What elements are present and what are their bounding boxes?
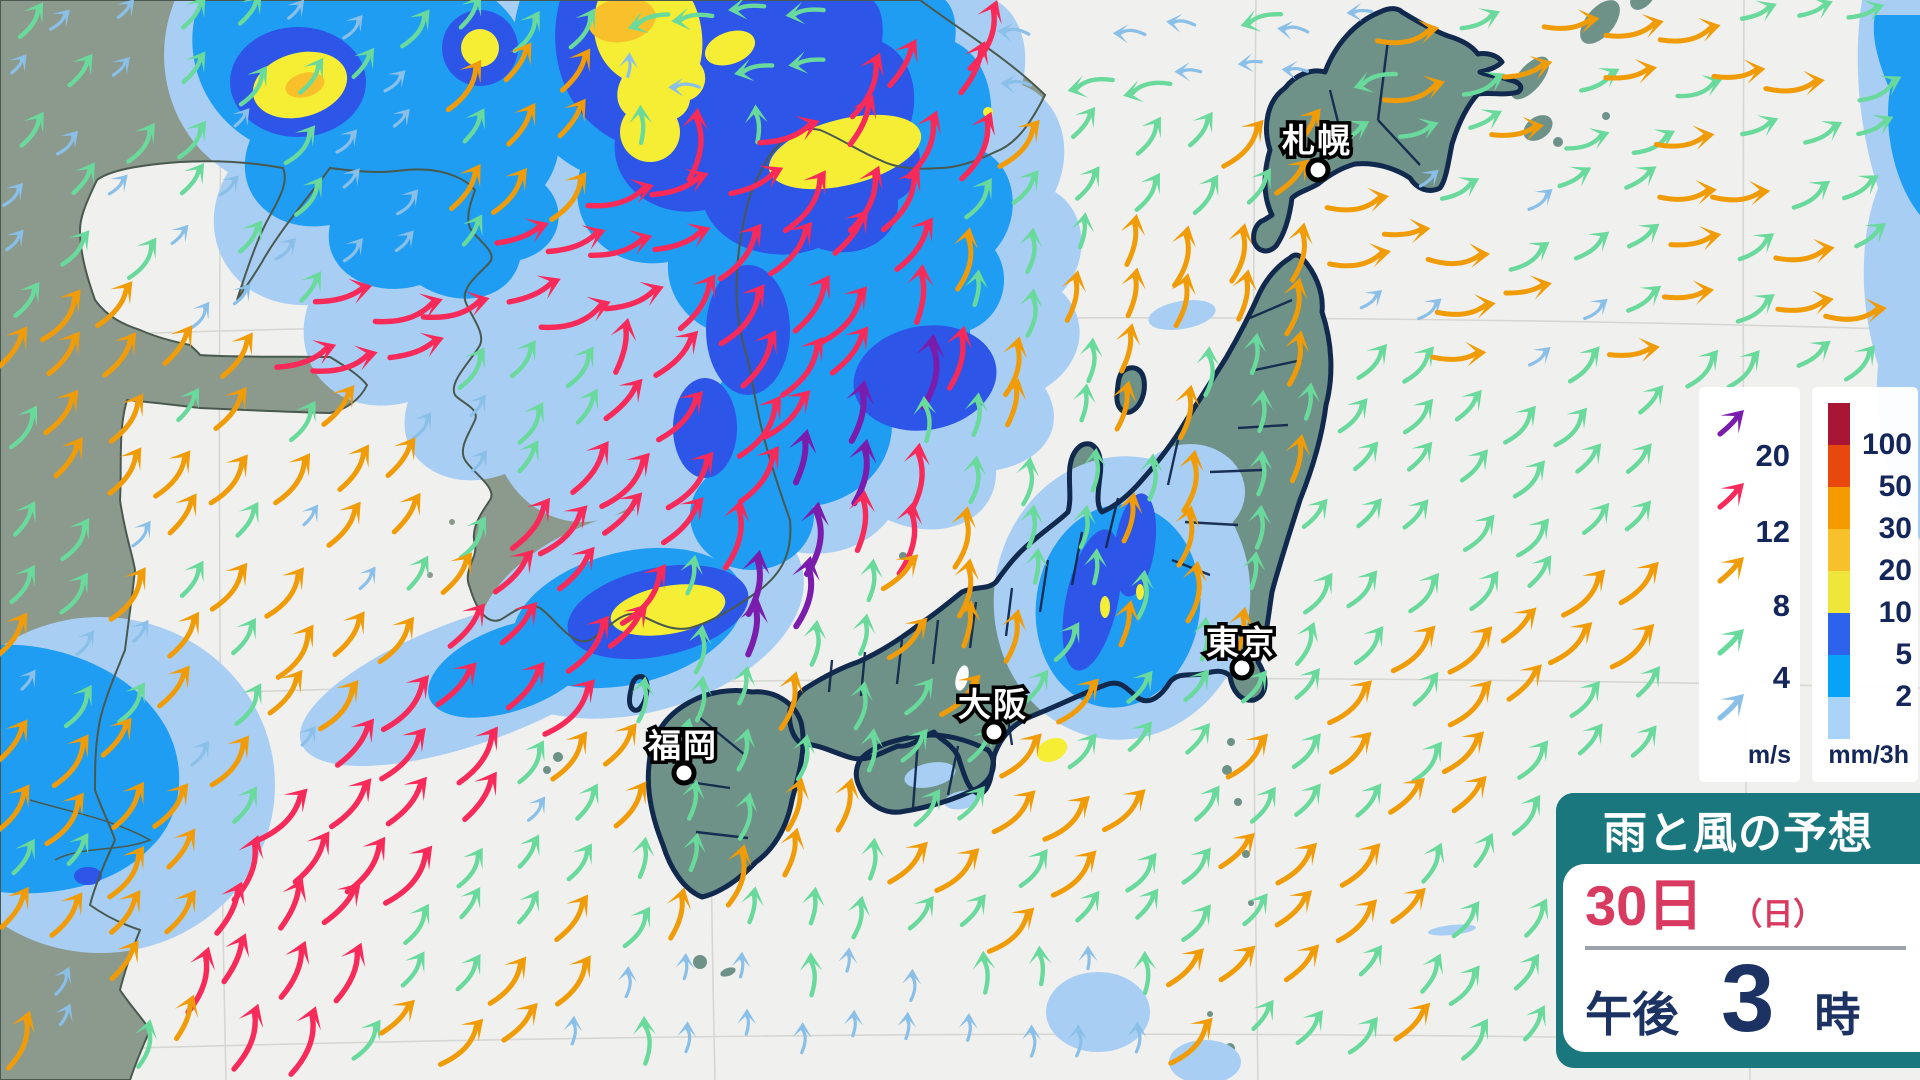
forecast-time-value: 3 [1721, 945, 1775, 1052]
divider [1585, 946, 1906, 950]
city-marker-fukuoka: 福岡 [644, 724, 720, 786]
rain-amount-label: 50 [1878, 470, 1912, 503]
wind-arrow-8-icon [1717, 557, 1744, 584]
forecast-time-period: 午後 [1585, 988, 1679, 1041]
rain-swatch-30 [1828, 487, 1850, 529]
forecast-weekday: （日） [1731, 897, 1825, 932]
city-markers: 札幌 東京 大阪 福岡 [644, 119, 1354, 786]
forecast-datetime: 30日 （日） 午後 3 時 [1563, 864, 1920, 1052]
rain-swatch-20 [1828, 529, 1850, 571]
wind-speed-label: 12 [1755, 514, 1790, 549]
wind-arrow-20-icon [1717, 410, 1744, 437]
rain-amount-label: 30 [1878, 512, 1912, 545]
city-label-tokyo: 東京 [1206, 624, 1276, 661]
city-marker-osaka: 大阪 [955, 683, 1030, 745]
forecast-time-unit: 時 [1814, 989, 1861, 1041]
city-label-osaka: 大阪 [958, 686, 1028, 723]
lake-biwa [955, 665, 969, 691]
city-marker-sapporo: 札幌 [1279, 119, 1354, 183]
rain-swatch-100 [1828, 403, 1850, 445]
china-rivers [29, 799, 152, 861]
rain-amount-label: 10 [1878, 596, 1912, 629]
wind-arrow-12-icon [1717, 483, 1744, 510]
forecast-date: 30日 [1585, 874, 1704, 937]
city-marker-tokyo: 東京 [1203, 621, 1278, 681]
rain-swatch-under2 [1828, 697, 1850, 739]
wind-legend-unit: m/s [1747, 741, 1791, 769]
wind-speed-label: 4 [1772, 660, 1790, 695]
wind-speed-legend: 20 12 8 4 m/s [1699, 387, 1800, 782]
rain-swatch-5 [1828, 613, 1850, 655]
forecast-info-panel: 雨と風の予想 30日 （日） 午後 3 時 [1556, 793, 1920, 1068]
rain-legend-unit: mm/3h [1828, 741, 1909, 769]
city-label-fukuoka: 福岡 [647, 727, 718, 764]
city-label-sapporo: 札幌 [1282, 122, 1352, 159]
wind-arrow-2-icon [1717, 694, 1744, 721]
rain-amount-label: 100 [1861, 428, 1912, 461]
rain-amount-label: 20 [1878, 554, 1912, 587]
wind-arrow-4-icon [1717, 629, 1744, 656]
rain-amount-label: 2 [1895, 680, 1912, 713]
forecast-title: 雨と風の予想 [1603, 808, 1873, 858]
rain-swatch-2 [1828, 655, 1850, 697]
rain-swatch-10 [1828, 571, 1850, 613]
rainfall-legend: 100 50 30 20 10 5 2 mm/3h [1812, 387, 1918, 782]
wind-speed-label: 20 [1755, 438, 1790, 473]
prefecture-borders [675, 39, 1421, 840]
rain-swatch-50 [1828, 445, 1850, 487]
wind-speed-label: 8 [1772, 588, 1790, 623]
forecast-title-bar: 雨と風の予想 [1556, 793, 1920, 864]
rain-amount-label: 5 [1895, 638, 1912, 671]
